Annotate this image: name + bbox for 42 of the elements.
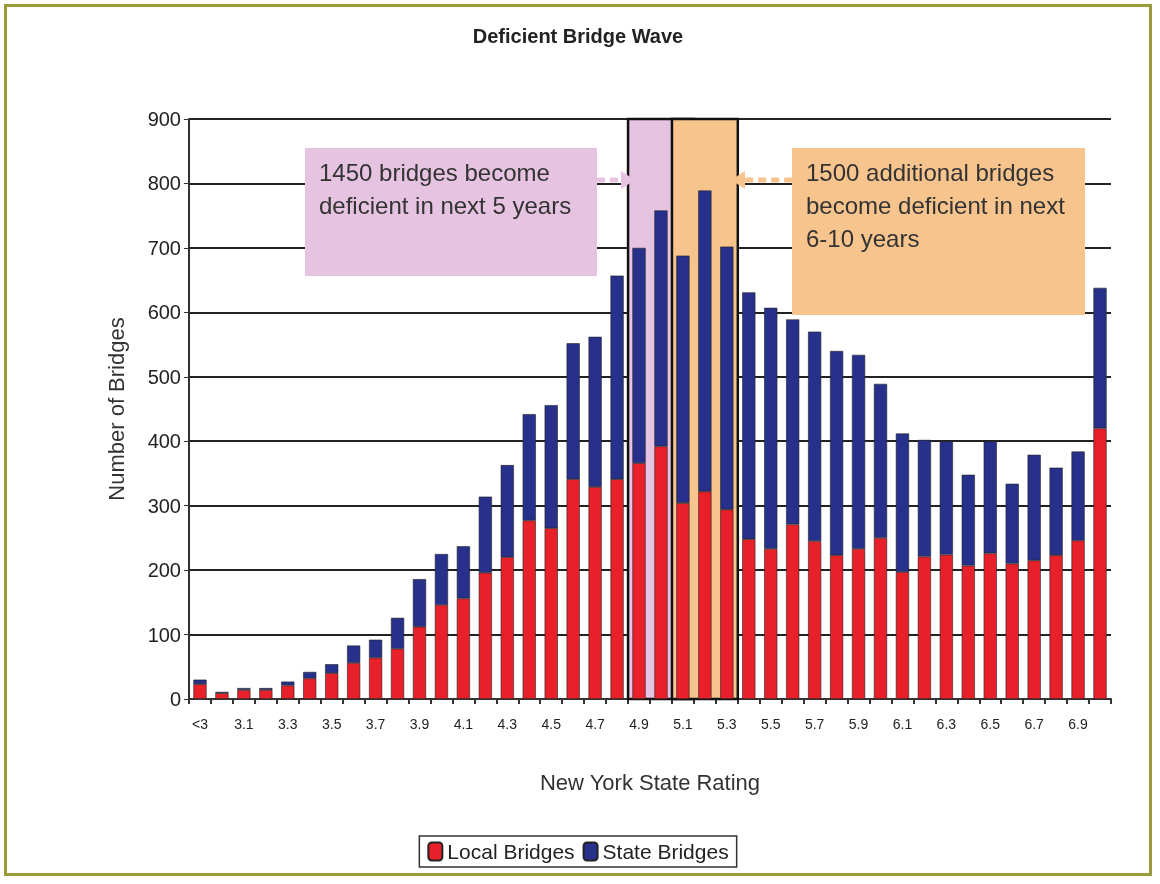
x-tick-label: 4.5: [541, 716, 562, 732]
bar: [281, 685, 295, 699]
x-tick-label: 4.9: [629, 716, 649, 732]
x-tick-label: 6.3: [936, 716, 957, 732]
y-tick-label: 900: [147, 108, 181, 130]
x-tick-label: 6.1: [892, 716, 913, 732]
x-tick-label: 5.3: [717, 716, 737, 732]
y-tick-label: 600: [147, 301, 181, 324]
x-tick-label: 4.3: [497, 716, 518, 732]
x-tick-label: 6.7: [1024, 716, 1045, 732]
bar: [237, 689, 251, 699]
x-tick-label: 3.7: [365, 716, 386, 732]
x-axis-title: New York State Rating: [539, 769, 761, 795]
bar: [215, 693, 229, 699]
x-tick-label: 5.5: [761, 716, 781, 732]
x-tick-label: <3: [191, 716, 209, 732]
y-tick-label: 0: [169, 688, 181, 710]
y-tick-label: 700: [147, 236, 181, 259]
bar: [259, 689, 273, 699]
x-tick-label: 5.9: [848, 716, 869, 732]
y-tick-label: 300: [147, 494, 181, 517]
y-tick-label: 800: [147, 172, 181, 195]
x-tick-label: 3.5: [321, 716, 342, 732]
x-tick-label: 5.1: [673, 716, 693, 732]
y-tick-label: 400: [147, 430, 181, 453]
y-tick-label: 100: [147, 623, 181, 646]
legend-label: Local Bridges: [447, 840, 575, 863]
x-tick-label: 4.7: [585, 716, 606, 732]
note-box: 1450 bridges become deficient in next 5 years: [305, 148, 597, 276]
x-tick-label: 5.7: [804, 716, 825, 732]
note-box: 1500 additional bridges become deficient in next 6-10 years: [792, 148, 1085, 315]
y-tick-label: 200: [147, 559, 181, 582]
x-tick-label: 6.9: [1068, 716, 1089, 732]
x-tick-label: 3.9: [409, 716, 430, 732]
x-tick-label: 3.3: [278, 716, 298, 732]
y-tick-label: 500: [147, 365, 181, 388]
x-tick-label: 4.1: [453, 716, 474, 732]
x-tick-label: 3.1: [234, 716, 254, 732]
legend-label: State Bridges: [602, 840, 729, 863]
x-tick-label: 6.5: [980, 716, 1001, 732]
chart-title: Deficient Bridge Wave: [472, 25, 684, 47]
y-axis-title: Number of Bridges: [103, 317, 129, 501]
